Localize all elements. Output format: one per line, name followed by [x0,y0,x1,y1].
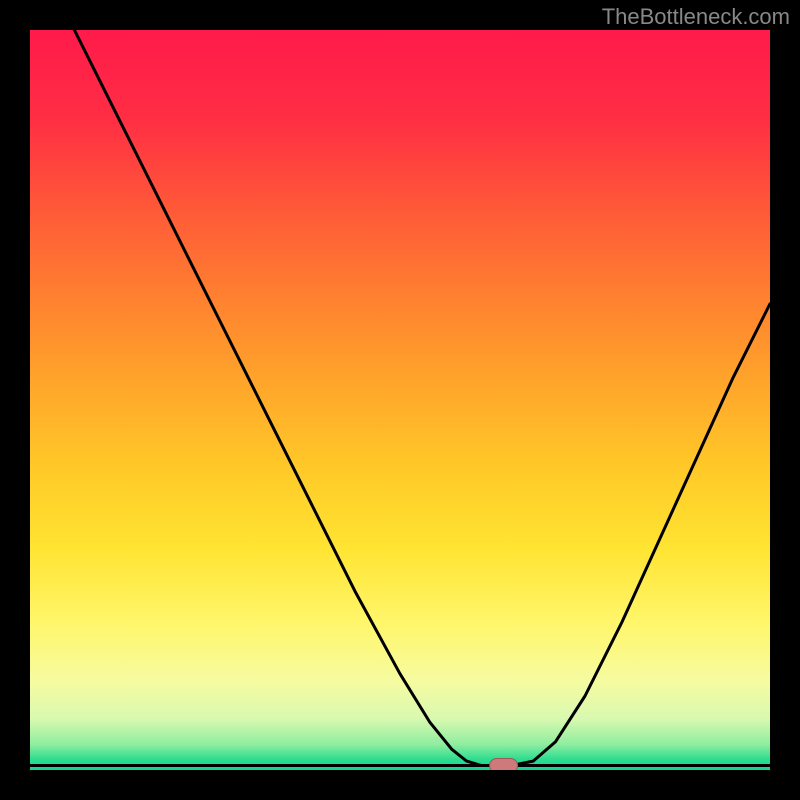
watermark-text: TheBottleneck.com [602,4,790,30]
chart-marker [490,759,518,770]
chart-svg [30,30,770,770]
chart-curve [74,30,770,766]
plot-area [30,30,770,770]
